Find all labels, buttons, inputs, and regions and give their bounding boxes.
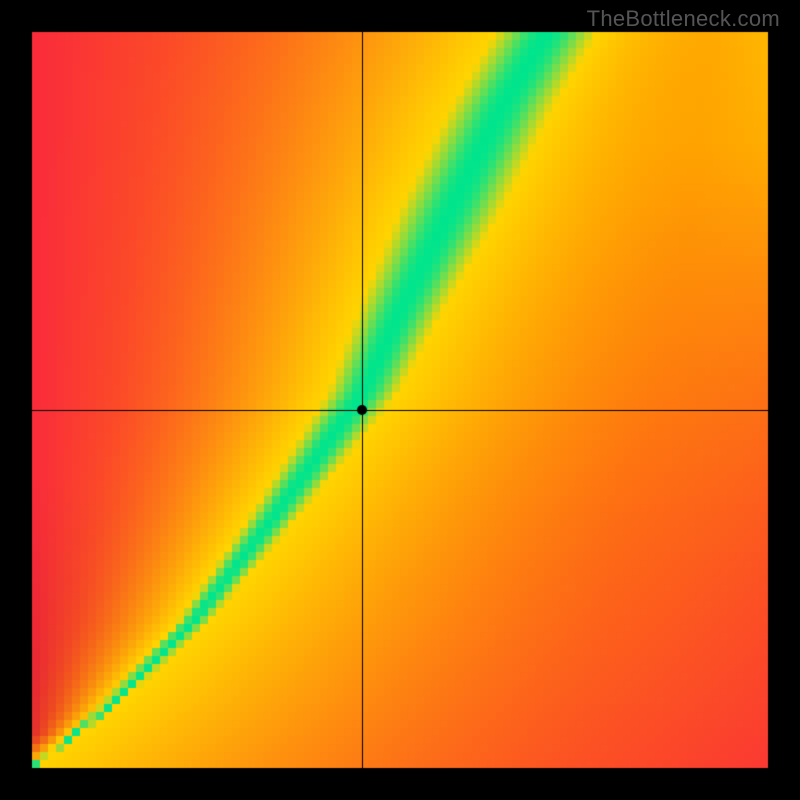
- bottleneck-heatmap: [0, 0, 800, 800]
- watermark-label: TheBottleneck.com: [587, 6, 780, 32]
